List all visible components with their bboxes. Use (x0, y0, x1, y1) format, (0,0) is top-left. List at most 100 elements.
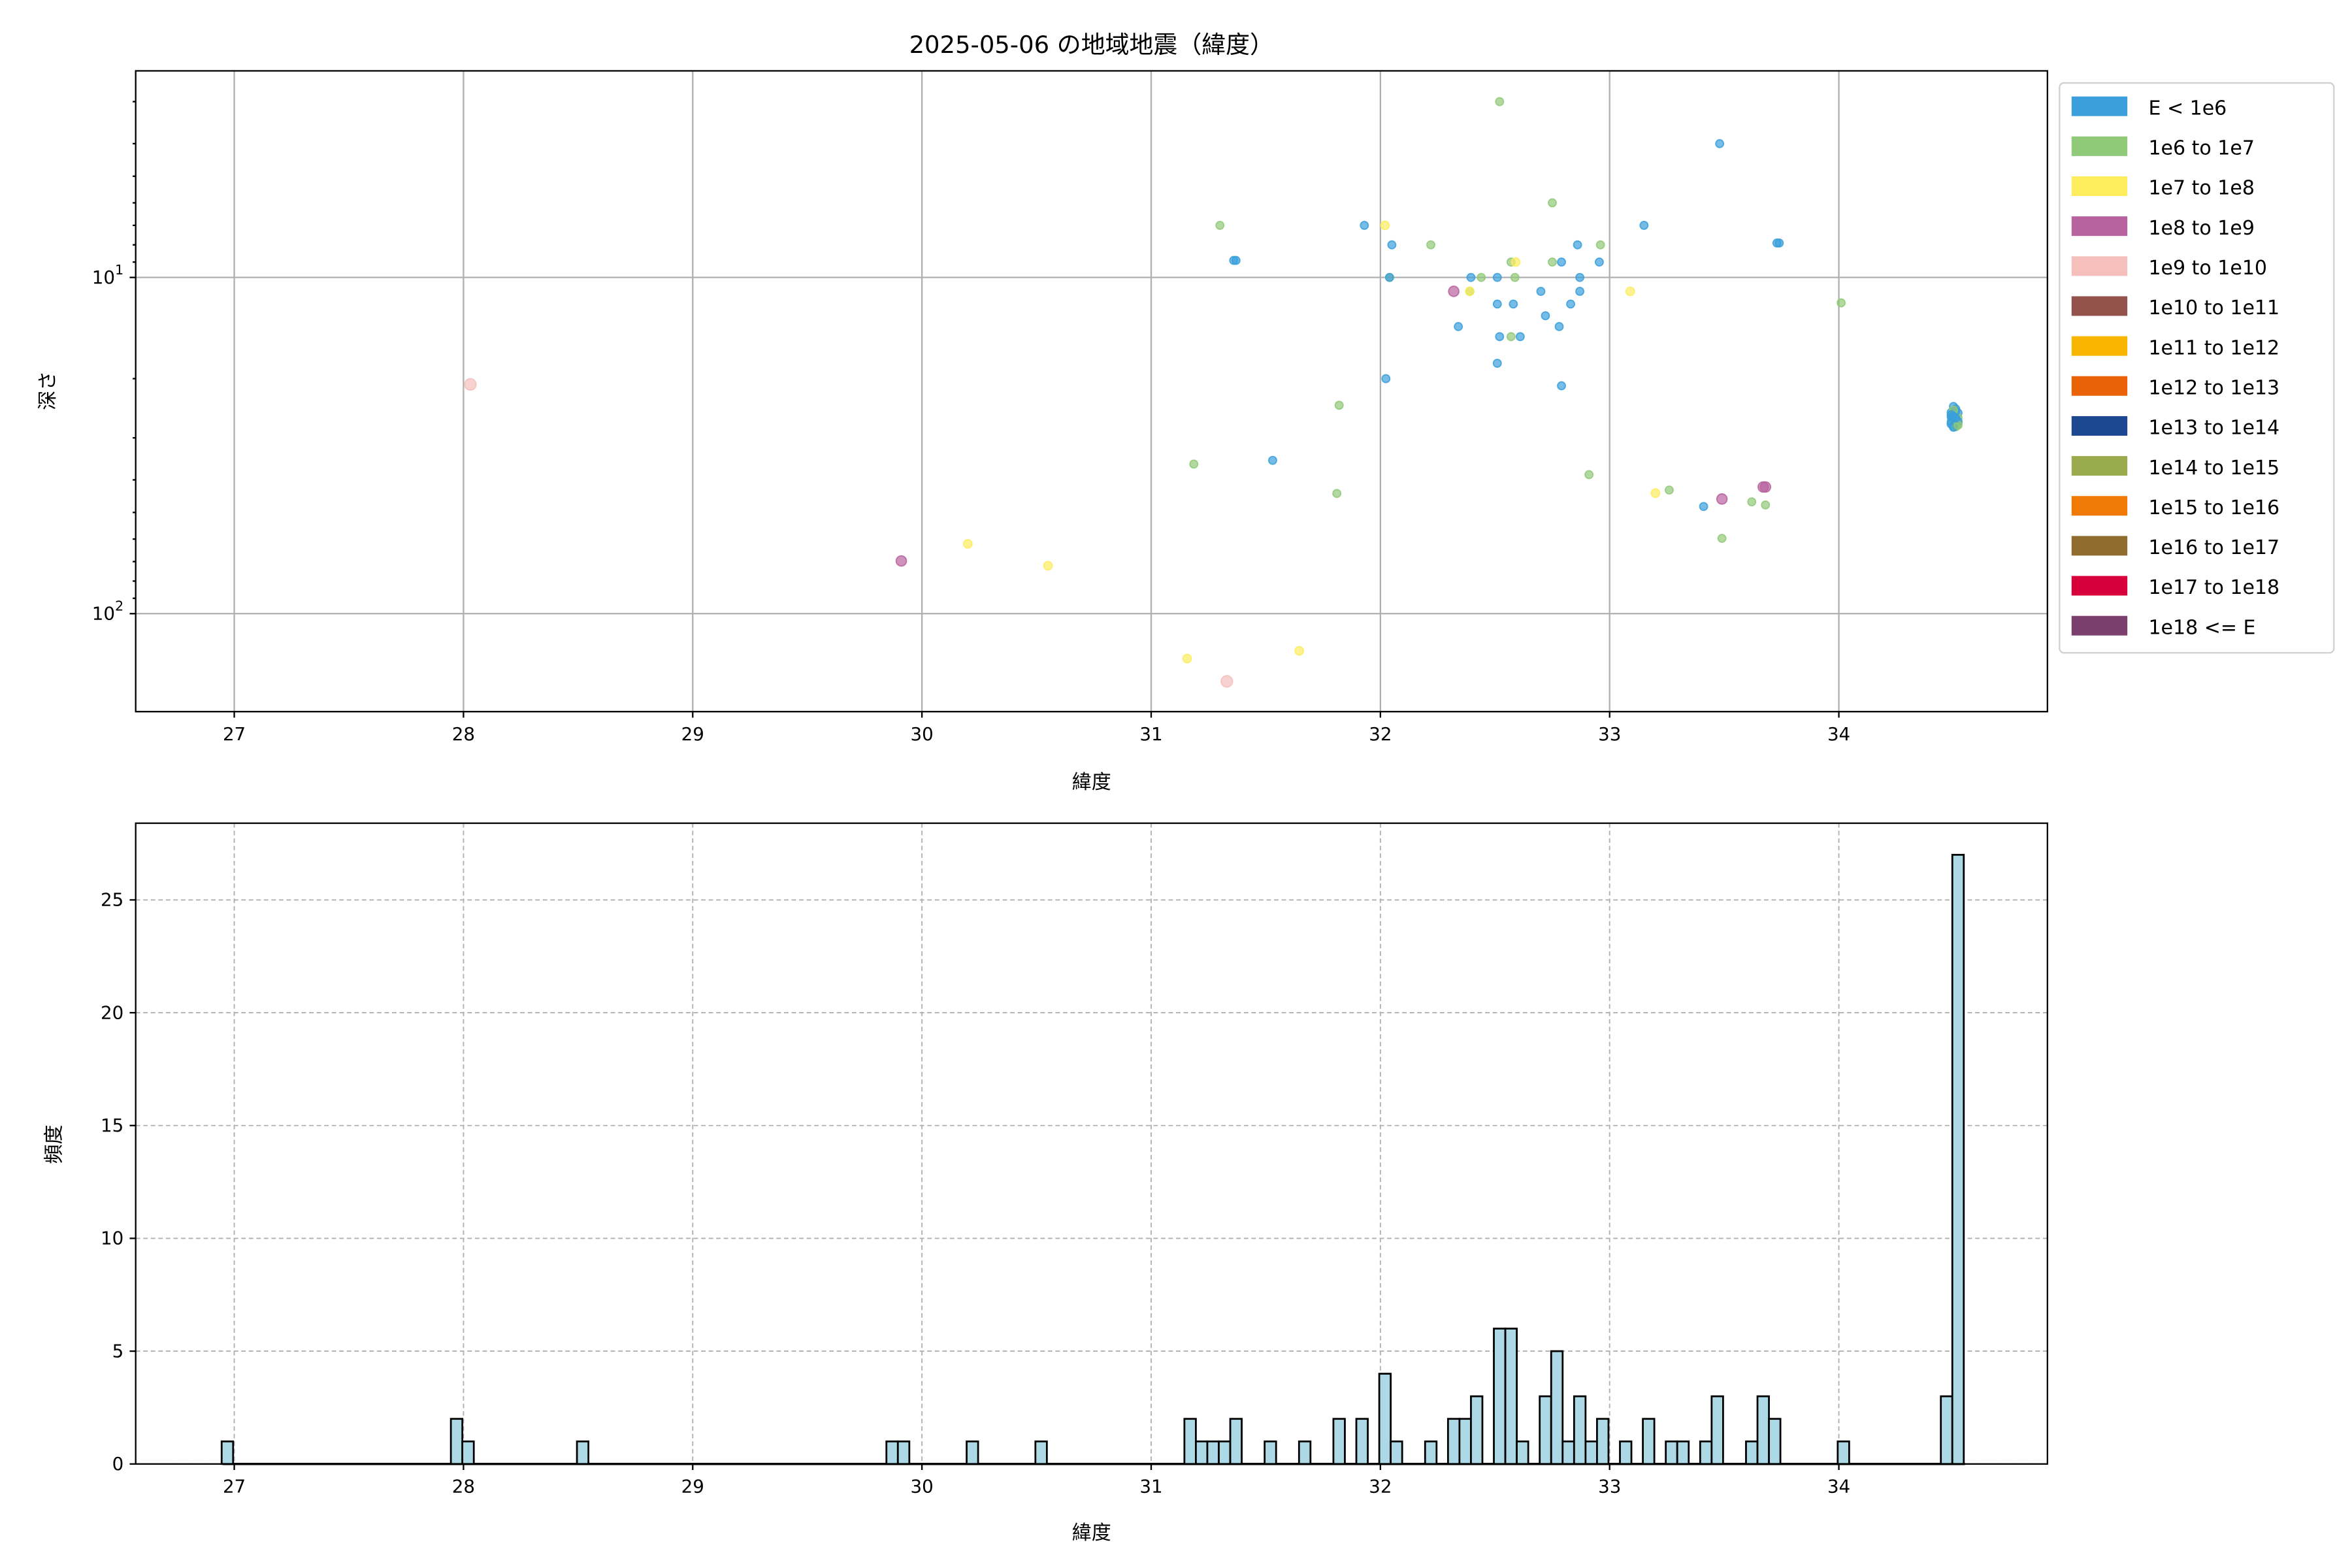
legend-swatch (2071, 416, 2128, 436)
x-tick-label: 32 (1369, 723, 1392, 745)
legend-label: 1e15 to 1e16 (2148, 497, 2279, 519)
scatter-point (1575, 287, 1585, 296)
legend-label: 1e6 to 1e7 (2148, 137, 2254, 160)
x-tick-label: 27 (223, 1476, 246, 1497)
x-tick-label: 31 (1139, 723, 1162, 745)
scatter-point (1772, 238, 1782, 248)
scatter-point (1229, 255, 1239, 265)
histogram-bar (1756, 1395, 1770, 1465)
scatter-point (1495, 332, 1505, 342)
legend-swatch (2071, 256, 2128, 276)
scatter-point (1717, 534, 1727, 543)
scatter-point (1949, 412, 1958, 421)
histogram-bar (1206, 1440, 1220, 1465)
histogram-bar (1218, 1440, 1232, 1465)
scatter-point (1384, 272, 1394, 282)
legend-swatch (2071, 176, 2128, 196)
legend-label: 1e13 to 1e14 (2148, 417, 2279, 440)
scatter-point (1509, 299, 1518, 309)
histogram-bar (1676, 1440, 1690, 1465)
scatter-grid (135, 71, 2048, 712)
legend-swatch (2071, 456, 2128, 476)
scatter-point (1625, 286, 1635, 297)
scatter-y-label: 深さ (37, 371, 59, 410)
histogram-bar (1550, 1350, 1564, 1465)
scatter-points (464, 97, 1963, 688)
y-tick-label: 20 (101, 1002, 123, 1023)
histogram-bar (1951, 853, 1965, 1465)
histogram-bar (449, 1418, 464, 1465)
histogram-bar (1458, 1418, 1472, 1465)
x-tick-label: 33 (1598, 1476, 1621, 1497)
legend-swatch (2071, 136, 2128, 156)
scatter-point (1761, 500, 1771, 510)
y-tick-label: 25 (101, 889, 123, 911)
legend-label: 1e16 to 1e17 (2148, 536, 2279, 559)
histogram-bars (220, 853, 1965, 1465)
histogram-bar (1390, 1440, 1403, 1465)
scatter-point (1454, 321, 1463, 331)
scatter-point (464, 378, 477, 391)
scatter-point (1536, 287, 1546, 296)
scatter-point (1566, 299, 1575, 309)
legend-frame (2059, 82, 2335, 654)
scatter-point (1381, 374, 1391, 384)
scatter-point (1584, 470, 1594, 480)
scatter-point (1477, 272, 1486, 282)
legend-swatch (2071, 216, 2128, 237)
histogram-bar (1940, 1395, 1953, 1465)
histogram-bar (1034, 1440, 1048, 1465)
histogram-bar (1642, 1418, 1656, 1465)
y-tick-label: 102 (92, 598, 123, 625)
legend-label: 1e9 to 1e10 (2148, 257, 2267, 280)
scatter-point (1495, 97, 1505, 106)
legend-label: 1e7 to 1e8 (2148, 177, 2254, 200)
scatter-point (1699, 502, 1708, 512)
histogram-bar (1195, 1440, 1209, 1465)
scatter-point (1448, 286, 1460, 297)
scatter-point (1515, 332, 1525, 342)
scatter-point (1334, 400, 1344, 410)
legend-label: 1e12 to 1e13 (2148, 376, 2279, 399)
legend-label: 1e18 <= E (2148, 616, 2255, 639)
histogram-bar (1710, 1395, 1724, 1465)
histogram-bar (461, 1440, 475, 1465)
scatter-point (1548, 198, 1557, 208)
histogram-axes-frame (135, 822, 2048, 1465)
scatter-point (1466, 272, 1476, 282)
legend-swatch (2071, 296, 2128, 316)
histogram-bar (1768, 1418, 1782, 1465)
x-tick-label: 33 (1598, 723, 1621, 745)
histogram-bar (1332, 1418, 1346, 1465)
scatter-point (1541, 311, 1550, 321)
scatter-point (1182, 653, 1192, 664)
scatter-point (1757, 481, 1769, 493)
scatter-point (1360, 221, 1369, 230)
scatter-point (1665, 485, 1674, 495)
histogram-bar (1424, 1440, 1438, 1465)
histogram-bar (1619, 1440, 1633, 1465)
scatter-point (1510, 272, 1520, 282)
x-tick-label: 29 (681, 723, 704, 745)
scatter-point (1650, 488, 1661, 498)
histogram-x-label: 緯度 (1072, 1522, 1111, 1544)
scatter-point (1595, 240, 1605, 250)
histogram-bar (1745, 1440, 1759, 1465)
histogram-bar (1539, 1395, 1552, 1465)
histogram-bar (1584, 1440, 1598, 1465)
y-tick-label: 101 (92, 262, 123, 288)
histogram-bar (885, 1440, 899, 1465)
histogram-bar (896, 1440, 911, 1465)
y-tick-label: 0 (112, 1453, 124, 1475)
legend-swatch (2071, 536, 2128, 556)
legend-label: 1e10 to 1e11 (2148, 297, 2279, 319)
y-tick-label: 5 (112, 1340, 124, 1362)
histogram-bar (1493, 1328, 1507, 1465)
scatter-point (1380, 220, 1390, 231)
scatter-point (1554, 321, 1564, 331)
histogram-y-label: 頻度 (42, 1125, 65, 1164)
x-tick-label: 31 (1139, 1476, 1162, 1497)
histogram-bar (1183, 1418, 1197, 1465)
scatter-point (1557, 257, 1566, 267)
scatter-point (1294, 645, 1305, 656)
